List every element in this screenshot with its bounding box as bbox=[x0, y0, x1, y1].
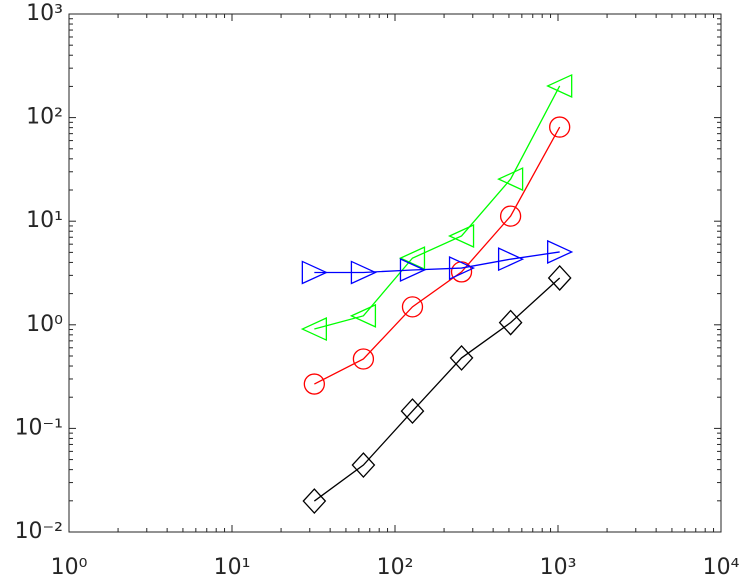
marker bbox=[448, 256, 476, 281]
x-tick-label: 10³ bbox=[540, 555, 577, 580]
marker bbox=[549, 116, 571, 138]
marker bbox=[400, 398, 425, 425]
marker bbox=[398, 246, 426, 271]
series-line bbox=[314, 126, 561, 385]
marker bbox=[401, 296, 424, 318]
marker bbox=[351, 452, 376, 478]
marker bbox=[447, 223, 475, 248]
y-tick-label: 10² bbox=[26, 105, 63, 130]
marker bbox=[300, 317, 327, 342]
x-tick-label: 10² bbox=[377, 555, 414, 580]
marker bbox=[399, 257, 427, 283]
marker bbox=[350, 260, 377, 285]
marker bbox=[349, 303, 377, 328]
marker bbox=[497, 167, 524, 192]
x-tick-label: 10⁰ bbox=[51, 555, 88, 580]
x-tick-label: 10⁴ bbox=[703, 555, 740, 580]
marker bbox=[547, 239, 574, 264]
marker bbox=[498, 309, 523, 336]
marker bbox=[301, 260, 328, 285]
marker bbox=[302, 488, 327, 515]
marker bbox=[352, 348, 375, 370]
series-line bbox=[313, 277, 561, 502]
plot-area bbox=[68, 13, 722, 533]
y-tick-label: 10⁻² bbox=[15, 519, 63, 544]
marker bbox=[499, 205, 522, 227]
y-tick-label: 10⁰ bbox=[26, 312, 63, 337]
x-tick-label: 10¹ bbox=[214, 555, 251, 580]
marker bbox=[449, 344, 474, 371]
y-tick-label: 10¹ bbox=[26, 208, 63, 233]
y-tick-label: 10³ bbox=[26, 1, 63, 26]
y-tick-label: 10⁻¹ bbox=[15, 415, 63, 440]
marker bbox=[303, 373, 325, 395]
marker bbox=[547, 265, 572, 291]
marker bbox=[546, 73, 573, 98]
marker bbox=[497, 247, 525, 272]
